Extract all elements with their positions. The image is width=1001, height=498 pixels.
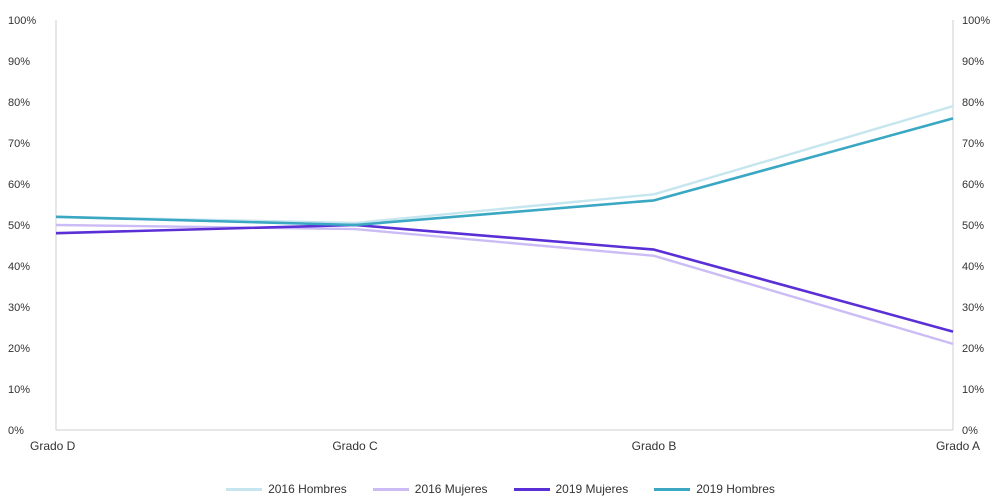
y-tick-label-right: 20% [962,343,984,355]
x-tick-label: Grado D [30,439,76,453]
legend-item: 2019 Mujeres [513,482,629,496]
chart-legend: 2016 Hombres 2016 Mujeres 2019 Mujeres 2019… [0,482,1001,496]
series-line-2016-hombres [55,104,954,225]
legend-item: 2016 Hombres [226,482,347,496]
y-tick-label-left: 100% [8,15,36,27]
legend-item: 2016 Mujeres [372,482,488,496]
y-tick-label-right: 30% [962,302,984,314]
series-line-2019-hombres [55,117,954,227]
y-tick-label-left: 90% [8,56,30,68]
x-axis-labels: Grado D Grado C Grado B Grado A [30,439,980,453]
y-axis-right-labels: 0% 10% 20% 30% 40% 50% 60% 70% 80% 90% 100% [962,15,990,437]
legend-swatch [513,487,550,491]
y-tick-label-left: 0% [8,425,24,437]
y-tick-label-right: 100% [962,15,990,27]
legend-label: 2019 Mujeres [555,482,629,496]
y-tick-label-left: 10% [8,384,30,396]
y-tick-label-right: 60% [962,179,984,191]
y-axis-left-labels: 0% 10% 20% 30% 40% 50% 60% 70% 80% 90% 100% [8,15,36,437]
x-tick-label: Grado C [332,439,378,453]
y-tick-label-left: 30% [8,302,30,314]
series-lines [55,104,954,346]
y-tick-label-left: 40% [8,261,30,273]
legend-label: 2016 Mujeres [414,482,488,496]
legend-swatch [372,487,409,491]
y-tick-label-left: 60% [8,179,30,191]
y-tick-label-right: 0% [962,425,978,437]
chart-axes [55,20,954,431]
legend-item: 2019 Hombres [654,482,775,496]
legend-label: 2016 Hombres [268,482,347,496]
legend-swatch [226,487,263,491]
y-tick-label-right: 90% [962,56,984,68]
x-tick-label: Grado A [936,439,980,453]
y-tick-label-right: 50% [962,220,984,232]
y-tick-label-left: 80% [8,97,30,109]
y-tick-label-left: 70% [8,138,30,150]
y-tick-label-left: 50% [8,220,30,232]
series-line-2016-mujeres [55,223,954,346]
series-line-2019-mujeres [55,223,954,333]
legend-swatch [654,487,691,491]
x-tick-label: Grado B [632,439,677,453]
y-tick-label-left: 20% [8,343,30,355]
y-tick-label-right: 40% [962,261,984,273]
line-chart: 0% 10% 20% 30% 40% 50% 60% 70% 80% 90% 100% 0% 10% 2… [8,15,990,453]
y-tick-label-right: 70% [962,138,984,150]
y-tick-label-right: 80% [962,97,984,109]
y-tick-label-right: 10% [962,384,984,396]
legend-label: 2019 Hombres [696,482,775,496]
